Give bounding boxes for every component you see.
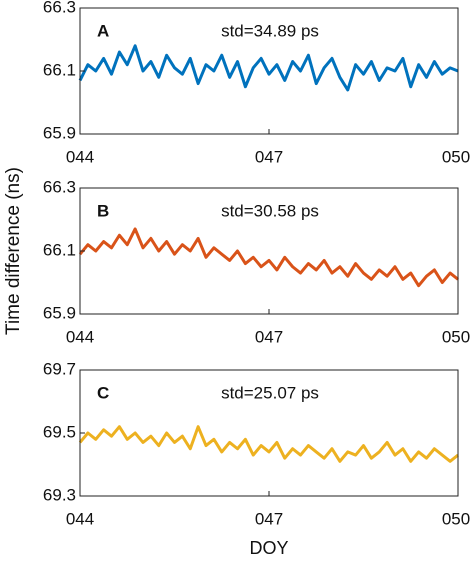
x-tick-label: 044 xyxy=(66,147,94,166)
x-tick-label: 050 xyxy=(442,327,470,346)
x-axis-label: DOY xyxy=(249,538,288,558)
y-tick-label: 65.9 xyxy=(43,123,76,142)
x-tick-label: 044 xyxy=(66,509,94,528)
x-tick-label: 050 xyxy=(442,509,470,528)
y-tick-label: 69.3 xyxy=(43,485,76,504)
data-line xyxy=(78,425,459,463)
annotation: std=30.58 ps xyxy=(221,201,319,220)
data-line xyxy=(78,44,459,92)
y-tick-label: 69.7 xyxy=(43,359,76,378)
y-axis-label: Time difference (ns) xyxy=(3,167,24,335)
x-tick-label: 047 xyxy=(255,327,283,346)
panel-label: C xyxy=(97,383,109,402)
x-tick-label: 047 xyxy=(255,509,283,528)
data-line xyxy=(78,227,459,288)
annotation: std=25.07 ps xyxy=(221,383,319,402)
y-tick-label: 65.9 xyxy=(43,303,76,322)
y-tick-label: 66.1 xyxy=(43,240,76,259)
panel-label: A xyxy=(97,21,109,40)
x-tick-label: 044 xyxy=(66,327,94,346)
y-tick-label: 69.5 xyxy=(43,422,76,441)
x-tick-label: 047 xyxy=(255,147,283,166)
x-tick-label: 050 xyxy=(442,147,470,166)
y-tick-label: 66.1 xyxy=(43,60,76,79)
y-tick-label: 66.3 xyxy=(43,0,76,16)
panel-label: B xyxy=(97,201,109,220)
annotation: std=34.89 ps xyxy=(221,21,319,40)
y-tick-label: 66.3 xyxy=(43,177,76,196)
